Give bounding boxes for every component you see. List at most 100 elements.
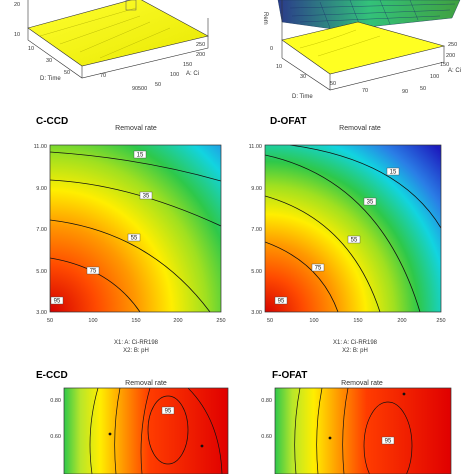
contour-label: 35 <box>143 194 150 200</box>
contour-label: 15 <box>390 170 397 176</box>
contour-d-frame <box>264 144 442 313</box>
x-tick-label: 150 <box>131 318 140 324</box>
contour-f-line-95 <box>363 401 413 474</box>
contour-c-line-75 <box>50 257 141 312</box>
contour-panel-d: D-OFAT Removal rate 15 35 55 75 95 11.00… <box>249 116 446 354</box>
y-tick-label: 7.00 <box>251 227 262 233</box>
x-tick-label: 150 <box>353 318 362 324</box>
x-tick-label: 250 <box>436 318 445 324</box>
panel-label-c: C-CCD <box>36 116 68 127</box>
contour-e-line <box>114 388 121 474</box>
surface-left-grid-mark <box>125 0 137 11</box>
contour-d-level-labels: 15 35 55 75 95 <box>274 167 400 305</box>
surface-right-y-name: A: Ci <box>448 68 461 74</box>
contour-e-line <box>89 388 99 474</box>
y-tick-label: 3.00 <box>36 310 47 316</box>
y-tick-label: 9.00 <box>36 186 47 192</box>
contour-label: 95 <box>165 409 172 415</box>
contour-c-line-35 <box>50 179 221 227</box>
surface-plot-right: Rem 0 10 30 50 70 90 D: Time 250 200 150… <box>262 0 461 100</box>
design-point-marker <box>402 392 406 396</box>
y-tick-label: 9.00 <box>251 186 262 192</box>
contour-f-line <box>316 388 323 474</box>
contour-d-line-55 <box>265 195 381 312</box>
contour-label: 95 <box>278 299 285 305</box>
x-tick-label: 200 <box>397 318 406 324</box>
contour-panel-c: C-CCD Removal rate 15 35 55 75 95 11.00 … <box>34 116 226 354</box>
contour-d-line-15 <box>289 145 441 229</box>
surface-left-y-tick: 150 <box>183 62 192 68</box>
surface-right-x-tick: 10 <box>276 64 282 70</box>
surface-left-floor <box>27 0 209 67</box>
surface-left-x-name: D: Time <box>40 76 61 82</box>
surface-right-y-tick: 50 <box>420 86 426 92</box>
contour-label: 95 <box>54 299 61 305</box>
contour-f-frame <box>274 387 452 474</box>
x-tick-label: 100 <box>88 318 97 324</box>
surface-right-y-tick: 200 <box>446 53 455 59</box>
contour-c-line-15 <box>50 151 221 182</box>
surface-left-x-tick: 70 <box>100 73 106 79</box>
y-tick-label: 0.60 <box>50 434 61 440</box>
design-point-marker <box>328 436 332 440</box>
design-point-marker <box>108 432 112 436</box>
contour-d-xlabel: X1: A: Ci-RR198 <box>333 340 378 346</box>
contour-e-frame <box>63 387 229 474</box>
surface-left-z-tick: 10 <box>14 32 20 38</box>
panel-label-f: F-OFAT <box>272 370 307 381</box>
surface-right-floor <box>281 21 446 75</box>
surface-left-y-tick: 200 <box>196 52 205 58</box>
contour-label: 55 <box>131 236 138 242</box>
contour-c-title: Removal rate <box>115 125 157 132</box>
y-tick-label: 0.80 <box>50 398 61 404</box>
x-tick-label: 50 <box>47 318 53 324</box>
contour-c-heatmap <box>50 145 221 312</box>
surface-left-x-tick: 50 <box>64 70 70 76</box>
surface-left-mesh <box>39 7 171 59</box>
x-tick-label: 250 <box>216 318 225 324</box>
contour-c-x-ticks: 50 100 150 200 250 <box>47 318 226 324</box>
surface-right-x-tick: 0 <box>270 46 273 52</box>
surface-left-y-tick: 50 <box>155 82 161 88</box>
surface-right-mesh <box>277 0 461 31</box>
surface-right-y-tick: 100 <box>430 74 439 80</box>
contour-c-frame <box>49 144 222 313</box>
x-tick-label: 100 <box>309 318 318 324</box>
contour-label: 75 <box>90 269 97 275</box>
contour-d-y-ticks: 11.00 9.00 7.00 5.00 3.00 <box>249 144 262 316</box>
x-tick-label: 50 <box>267 318 273 324</box>
y-tick-label: 0.80 <box>261 398 272 404</box>
y-tick-label: 3.00 <box>251 310 262 316</box>
contour-f-line <box>342 388 349 474</box>
contour-f-title: Removal rate <box>341 380 383 387</box>
contour-c-y-ticks: 11.00 9.00 7.00 5.00 3.00 <box>34 144 47 316</box>
x-tick-label: 200 <box>173 318 182 324</box>
contour-e-heatmap <box>64 388 228 474</box>
panel-label-e: E-CCD <box>36 370 68 381</box>
contour-label: 35 <box>367 200 374 206</box>
surface-right-z-name: Rem <box>262 12 268 25</box>
surface-left-x-tick: 90 <box>132 86 138 92</box>
surface-left-bottom-tick: 500 <box>138 86 147 92</box>
surface-left-y-tick: 250 <box>196 42 205 48</box>
contour-d-title: Removal rate <box>339 125 381 132</box>
contour-label: 75 <box>315 266 322 272</box>
contour-e-title: Removal rate <box>125 380 167 387</box>
y-tick-label: 11.00 <box>34 144 47 150</box>
surface-right-x-tick: 50 <box>330 81 336 87</box>
contour-c-ylabel: X2: B: pH <box>123 348 149 354</box>
contour-e-line-95 <box>147 395 189 465</box>
surface-right-y-tick: 150 <box>440 62 449 68</box>
surface-left-y-tick: 100 <box>170 72 179 78</box>
contour-f-line <box>294 388 301 474</box>
contour-d-line-75 <box>265 241 339 312</box>
contour-label: 15 <box>137 153 144 159</box>
contour-c-level-labels: 15 35 55 75 95 <box>50 150 153 305</box>
contour-f-heatmap <box>275 388 451 474</box>
contour-d-ylabel: X2: B: pH <box>342 348 368 354</box>
y-tick-label: 0.60 <box>261 434 272 440</box>
contour-e-line <box>140 388 151 474</box>
y-tick-label: 7.00 <box>36 227 47 233</box>
contour-d-x-ticks: 50 100 150 200 250 <box>267 318 446 324</box>
